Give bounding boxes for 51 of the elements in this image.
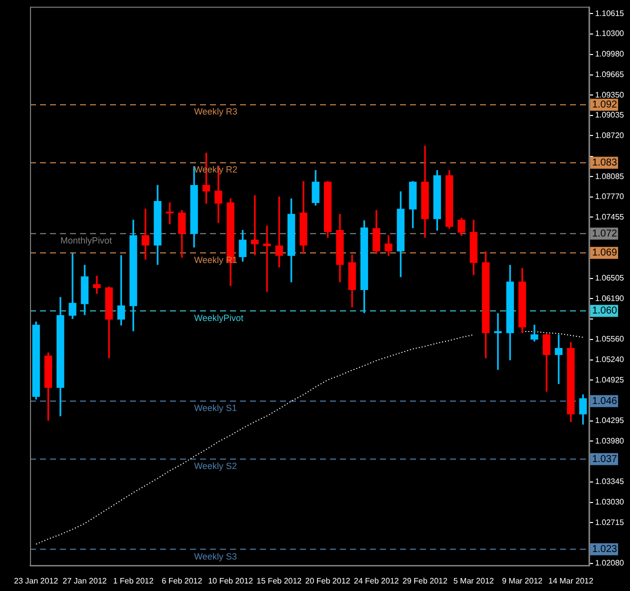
y-tick-label: 1.09035 — [595, 110, 625, 120]
x-tick-label: 24 Feb 2012 — [354, 576, 400, 586]
x-tick-label: 20 Feb 2012 — [305, 576, 351, 586]
y-tick-label: 1.09350 — [595, 90, 625, 100]
y-tick-label: 1.10615 — [595, 8, 625, 18]
y-tick-label: 1.06190 — [595, 294, 625, 303]
x-tick-label: 9 Mar 2012 — [502, 576, 544, 586]
x-tick-label: 15 Feb 2012 — [256, 576, 302, 586]
annotation: 1.072 — [592, 228, 618, 240]
y-tick-label: 1.07455 — [595, 212, 625, 222]
candlestick — [68, 253, 76, 319]
ref-line-label: Weekly S2 — [194, 461, 237, 472]
candlestick — [142, 208, 150, 260]
annotation: 1.092 — [592, 99, 618, 110]
y-tick-label: 1.07770 — [595, 192, 625, 202]
x-tick-label: 5 Mar 2012 — [453, 576, 494, 586]
x-tick-label: 27 Jan 2012 — [62, 576, 108, 586]
candlestick — [263, 226, 271, 292]
y-tick-label: 1.08085 — [595, 172, 625, 181]
annotation: 1.037 — [592, 454, 618, 465]
annotation: 1.060 — [592, 306, 618, 317]
y-tick-label: 1.09980 — [595, 50, 625, 59]
x-tick-label: 14 Mar 2012 — [548, 576, 594, 586]
y-tick-label: 1.08720 — [595, 130, 625, 140]
x-tick-label: 6 Feb 2012 — [162, 576, 203, 586]
annotation: 1.083 — [592, 157, 618, 168]
y-tick-label: 1.04295 — [595, 416, 625, 425]
y-tick-label: 1.03980 — [595, 436, 625, 446]
x-tick-label: 23 Jan 2012 — [14, 576, 59, 586]
candlestick — [494, 313, 502, 370]
ref-line-label: MonthlyPivot — [60, 236, 112, 246]
annotation: 1.069 — [592, 248, 618, 259]
y-tick-label: 1.03030 — [595, 497, 625, 506]
x-tick-label: 29 Feb 2012 — [402, 576, 448, 586]
x-tick-label: 1 Feb 2012 — [113, 576, 154, 586]
y-tick-label: 1.02080 — [595, 558, 625, 568]
y-tick-label: 1.05560 — [595, 334, 625, 344]
x-tick-label: 10 Feb 2012 — [208, 576, 254, 586]
ref-line-label: Weekly R3 — [194, 106, 238, 117]
y-tick-label: 1.09665 — [595, 70, 625, 79]
y-tick-label: 1.02715 — [595, 518, 625, 527]
annotation: 1.023 — [592, 544, 618, 556]
ref-line-label: WeeklyPivot — [194, 312, 244, 323]
y-tick-label: 1.04925 — [595, 375, 625, 384]
y-tick-label: 1.05240 — [595, 355, 625, 364]
annotation: 1.046 — [592, 396, 618, 407]
ref-line-label: Weekly S1 — [194, 403, 237, 414]
y-tick-label: 1.06505 — [595, 274, 625, 283]
ref-line-label: Weekly S3 — [194, 551, 237, 562]
y-tick-label: 1.03345 — [595, 477, 625, 486]
y-tick-label: 1.10300 — [595, 29, 625, 38]
